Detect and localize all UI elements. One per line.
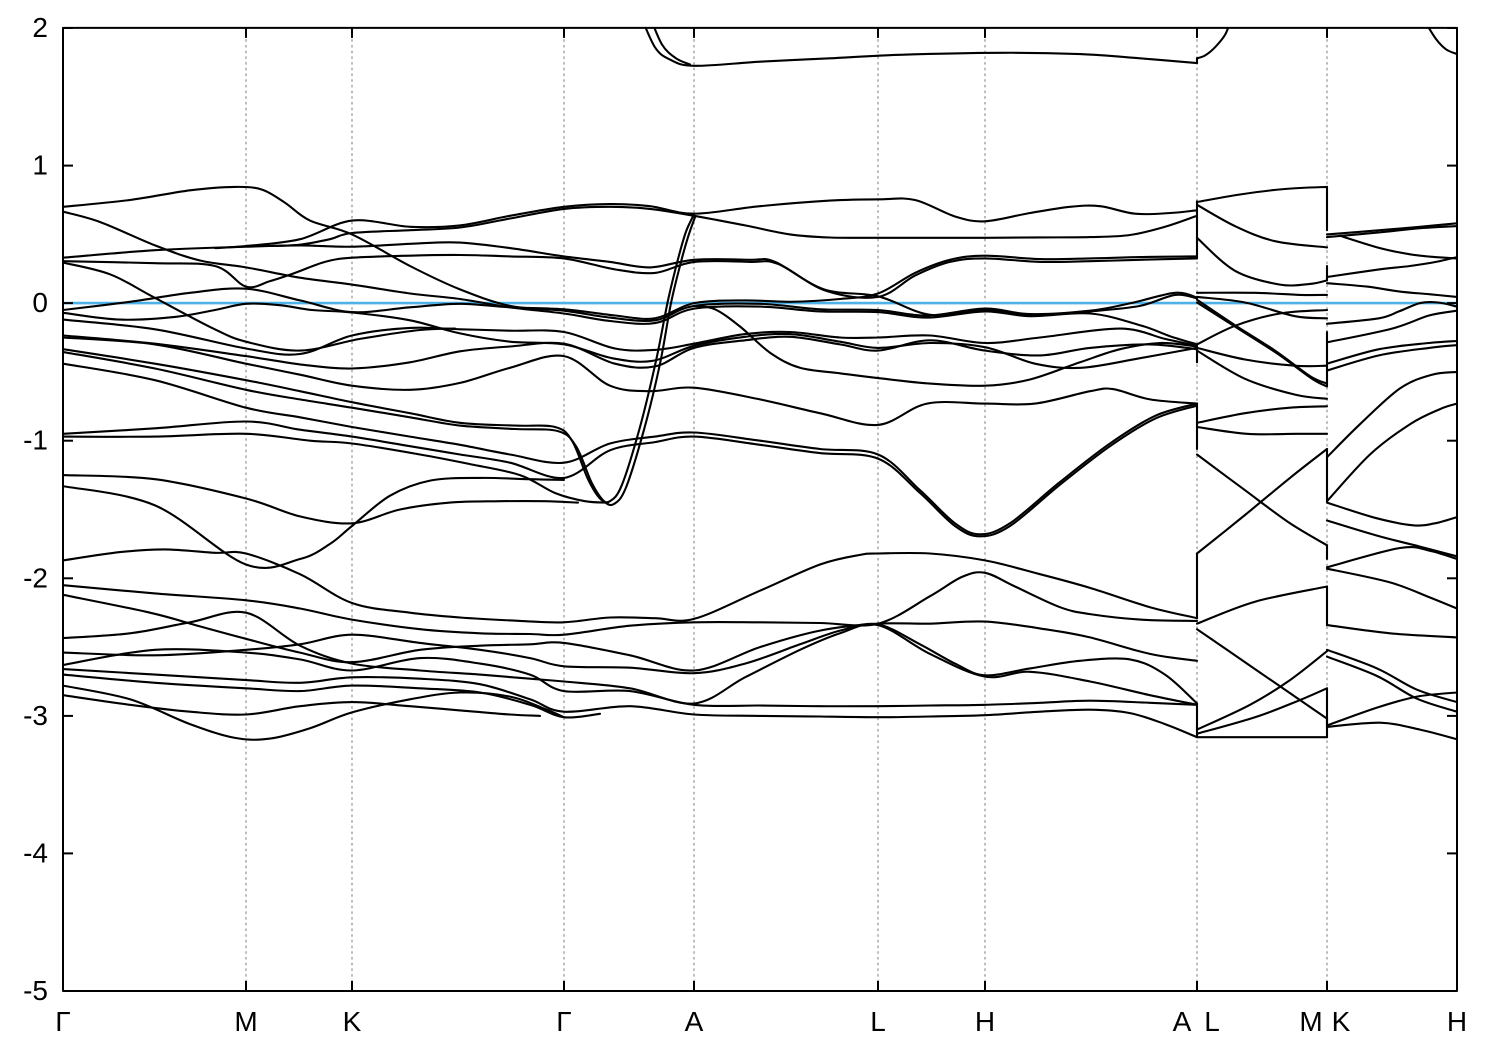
svg-text:M: M <box>234 1006 257 1037</box>
svg-text:L: L <box>1204 1006 1220 1037</box>
svg-text:-2: -2 <box>23 562 48 593</box>
svg-text:-5: -5 <box>23 975 48 1006</box>
svg-text:K: K <box>343 1006 362 1037</box>
svg-text:Γ: Γ <box>55 1006 70 1037</box>
svg-text:H: H <box>975 1006 995 1037</box>
svg-text:L: L <box>870 1006 886 1037</box>
svg-text:1: 1 <box>32 150 48 181</box>
svg-text:A: A <box>1173 1006 1192 1037</box>
svg-text:Γ: Γ <box>556 1006 571 1037</box>
svg-text:0: 0 <box>32 287 48 318</box>
svg-text:-4: -4 <box>23 837 48 868</box>
svg-text:2: 2 <box>32 12 48 43</box>
svg-text:M: M <box>1299 1006 1322 1037</box>
svg-text:K: K <box>1332 1006 1351 1037</box>
svg-text:H: H <box>1447 1006 1467 1037</box>
svg-text:-1: -1 <box>23 425 48 456</box>
svg-text:A: A <box>685 1006 704 1037</box>
svg-text:-3: -3 <box>23 700 48 731</box>
